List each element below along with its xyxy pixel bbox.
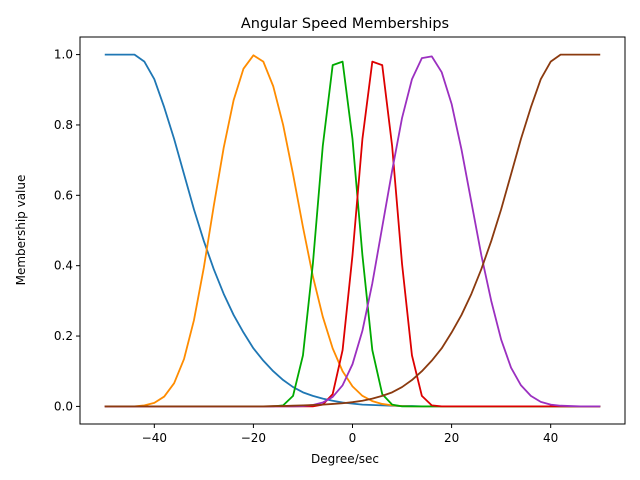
x-tick-label: 0 — [349, 431, 357, 445]
y-tick-label: 0.2 — [54, 329, 73, 343]
y-axis-label: Membership value — [14, 175, 28, 286]
y-tick-label: 0.4 — [54, 259, 73, 273]
x-tick-label: 40 — [543, 431, 558, 445]
chart-title: Angular Speed Memberships — [241, 16, 449, 32]
plot-frame — [79, 36, 626, 425]
y-tick-label: 0.8 — [54, 118, 73, 132]
y-tick-label: 0.0 — [54, 399, 73, 413]
x-tick-label: −40 — [142, 431, 167, 445]
y-axis-ticks: 0.0 0.2 0.4 0.6 0.8 1.0 — [54, 48, 80, 413]
x-tick-label: −20 — [241, 431, 266, 445]
x-tick-label: 20 — [444, 431, 459, 445]
x-axis-ticks: −40 −20 0 20 40 — [142, 424, 558, 445]
series-line-6 — [104, 53, 601, 408]
x-axis-label: Degree/sec — [311, 452, 379, 466]
series-layer — [104, 53, 601, 408]
y-tick-label: 0.6 — [54, 188, 73, 202]
y-tick-label: 1.0 — [54, 48, 73, 62]
plot-area — [80, 37, 625, 424]
